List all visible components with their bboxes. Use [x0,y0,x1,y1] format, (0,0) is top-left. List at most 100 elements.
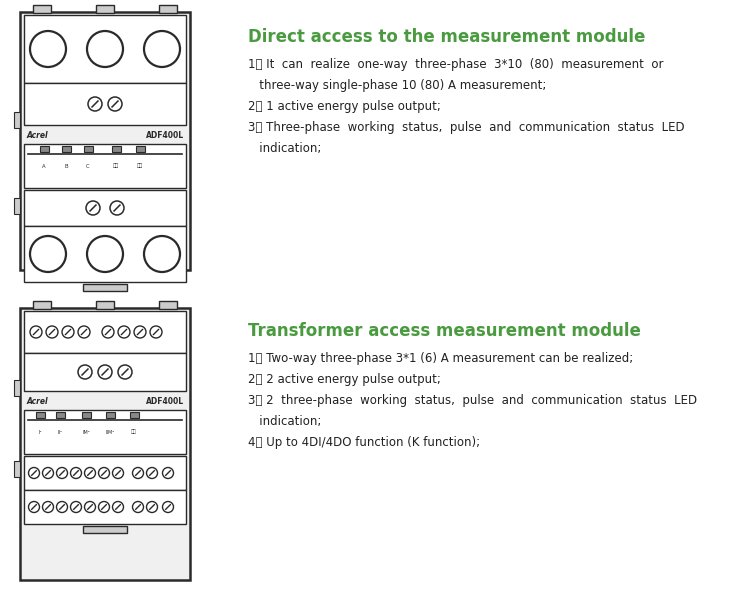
Text: ADF400L: ADF400L [146,397,184,406]
Circle shape [88,97,102,111]
Bar [112,146,121,152]
Bar [83,284,127,291]
Circle shape [70,467,82,479]
Circle shape [147,501,157,513]
Text: 2、 2 active energy pulse output;: 2、 2 active energy pulse output; [248,373,441,386]
Bar [82,412,91,418]
Circle shape [28,501,40,513]
Text: 2、 1 active energy pulse output;: 2、 1 active energy pulse output; [248,100,441,113]
Text: IIᵃ: IIᵃ [58,429,62,434]
Circle shape [87,236,123,272]
Text: indication;: indication; [248,142,321,155]
Text: Direct access to the measurement module: Direct access to the measurement module [248,28,646,46]
Circle shape [99,467,109,479]
Circle shape [99,501,109,513]
Bar [159,301,177,309]
Bar [20,12,190,270]
Circle shape [78,326,90,338]
Bar [83,526,127,533]
Circle shape [85,467,96,479]
Bar [24,410,186,454]
Text: three-way single-phase 10 (80) A measurement;: three-way single-phase 10 (80) A measure… [248,79,546,92]
Circle shape [46,326,58,338]
Circle shape [78,365,92,379]
Text: A: A [42,163,46,169]
Bar [24,490,186,524]
Circle shape [43,501,53,513]
Text: B: B [64,163,68,169]
Bar [106,412,115,418]
Bar [14,198,20,214]
Bar [24,456,186,490]
Text: indication;: indication; [248,415,321,428]
Circle shape [144,236,180,272]
Text: Transformer access measurement module: Transformer access measurement module [248,322,641,340]
Bar [24,353,186,391]
Bar [14,380,20,396]
Circle shape [102,326,114,338]
Circle shape [28,467,40,479]
Bar [136,146,145,152]
Text: Iᵃ: Iᵃ [38,429,42,434]
Text: 3、 2  three-phase  working  status,  pulse  and  communication  status  LED: 3、 2 three-phase working status, pulse a… [248,394,697,407]
Bar [96,5,114,13]
Text: 3、 Three-phase  working  status,  pulse  and  communication  status  LED: 3、 Three-phase working status, pulse and… [248,121,685,134]
Bar [24,83,186,125]
Bar [33,5,51,13]
Bar [130,412,139,418]
Circle shape [56,467,67,479]
Bar [20,308,190,580]
Circle shape [30,236,66,272]
Circle shape [85,501,96,513]
Text: 通讯: 通讯 [137,163,143,169]
Circle shape [87,31,123,67]
Bar [24,311,186,353]
Text: 1、 Two-way three-phase 3*1 (6) A measurement can be realized;: 1、 Two-way three-phase 3*1 (6) A measure… [248,352,633,365]
Circle shape [70,501,82,513]
Bar [55,412,64,418]
Circle shape [56,501,67,513]
Circle shape [98,365,112,379]
Circle shape [118,365,132,379]
Circle shape [110,201,124,215]
Bar [61,146,70,152]
Text: IMᵃ: IMᵃ [82,429,90,434]
Bar [24,190,186,226]
Bar [14,461,20,477]
Bar [96,301,114,309]
Text: Acrel: Acrel [26,397,48,406]
Bar [24,15,186,83]
Circle shape [133,501,144,513]
Text: C: C [86,163,90,169]
Circle shape [163,467,174,479]
Circle shape [147,467,157,479]
Circle shape [112,467,124,479]
Bar [159,5,177,13]
Text: 通讯: 通讯 [131,429,137,434]
Circle shape [133,467,144,479]
Circle shape [62,326,74,338]
Circle shape [43,467,53,479]
Circle shape [112,501,124,513]
Circle shape [86,201,100,215]
Text: 1、 It  can  realize  one-way  three-phase  3*10  (80)  measurement  or: 1、 It can realize one-way three-phase 3*… [248,58,664,71]
Circle shape [144,31,180,67]
Bar [40,146,49,152]
Circle shape [134,326,146,338]
Circle shape [163,501,174,513]
Circle shape [150,326,162,338]
Circle shape [108,97,122,111]
Bar [83,146,92,152]
Bar [35,412,44,418]
Circle shape [118,326,130,338]
Circle shape [30,31,66,67]
Bar [33,301,51,309]
Bar [14,112,20,128]
Text: ADF400L: ADF400L [146,131,184,140]
Circle shape [30,326,42,338]
Text: IIMᵃ: IIMᵃ [106,429,115,434]
Bar [24,144,186,188]
Bar [24,226,186,282]
Text: 4、 Up to 4DI/4DO function (K function);: 4、 Up to 4DI/4DO function (K function); [248,436,480,449]
Text: Acrel: Acrel [26,131,48,140]
